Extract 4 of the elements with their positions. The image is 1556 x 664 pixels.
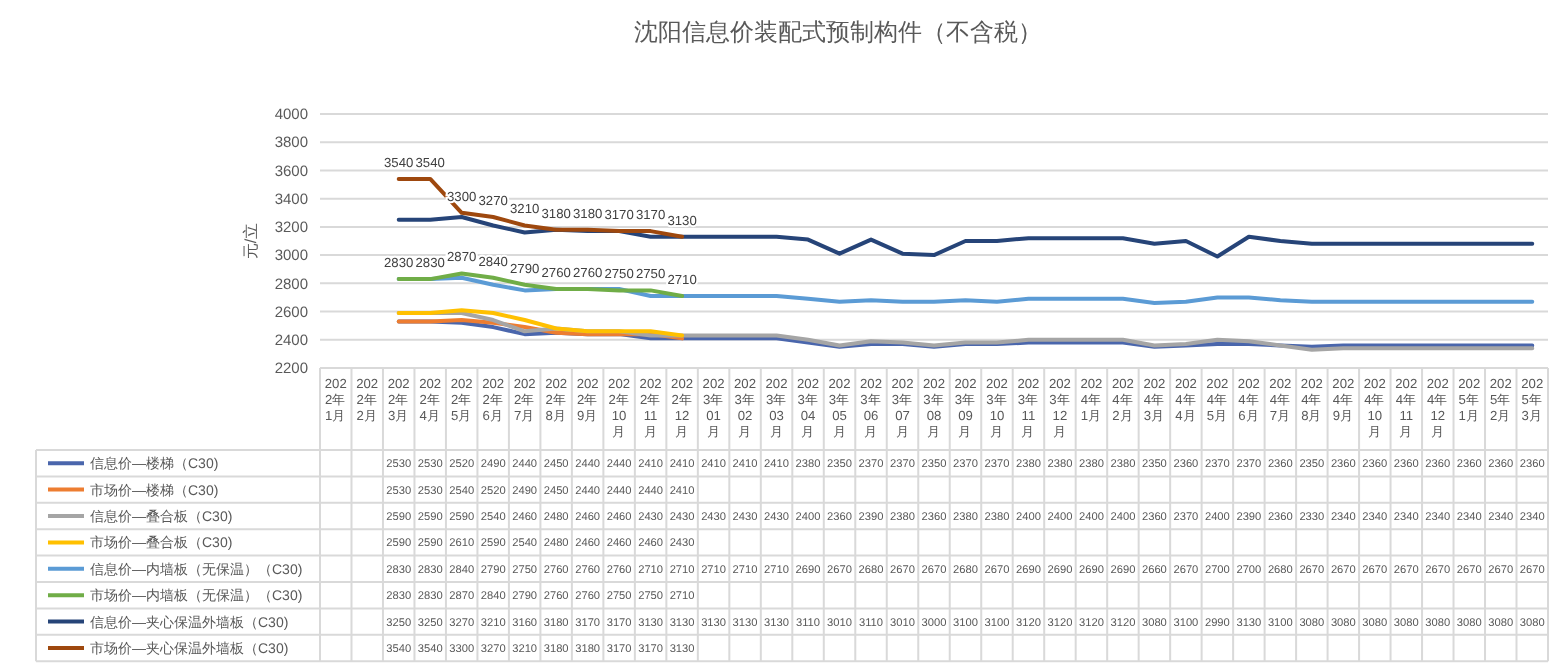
line-series: [396, 318, 685, 341]
chart-title: 沈阳信息价装配式预制构件（不含税）: [634, 18, 1042, 46]
line-series: [396, 308, 685, 338]
y-axis-title: 元/立: [242, 222, 260, 260]
